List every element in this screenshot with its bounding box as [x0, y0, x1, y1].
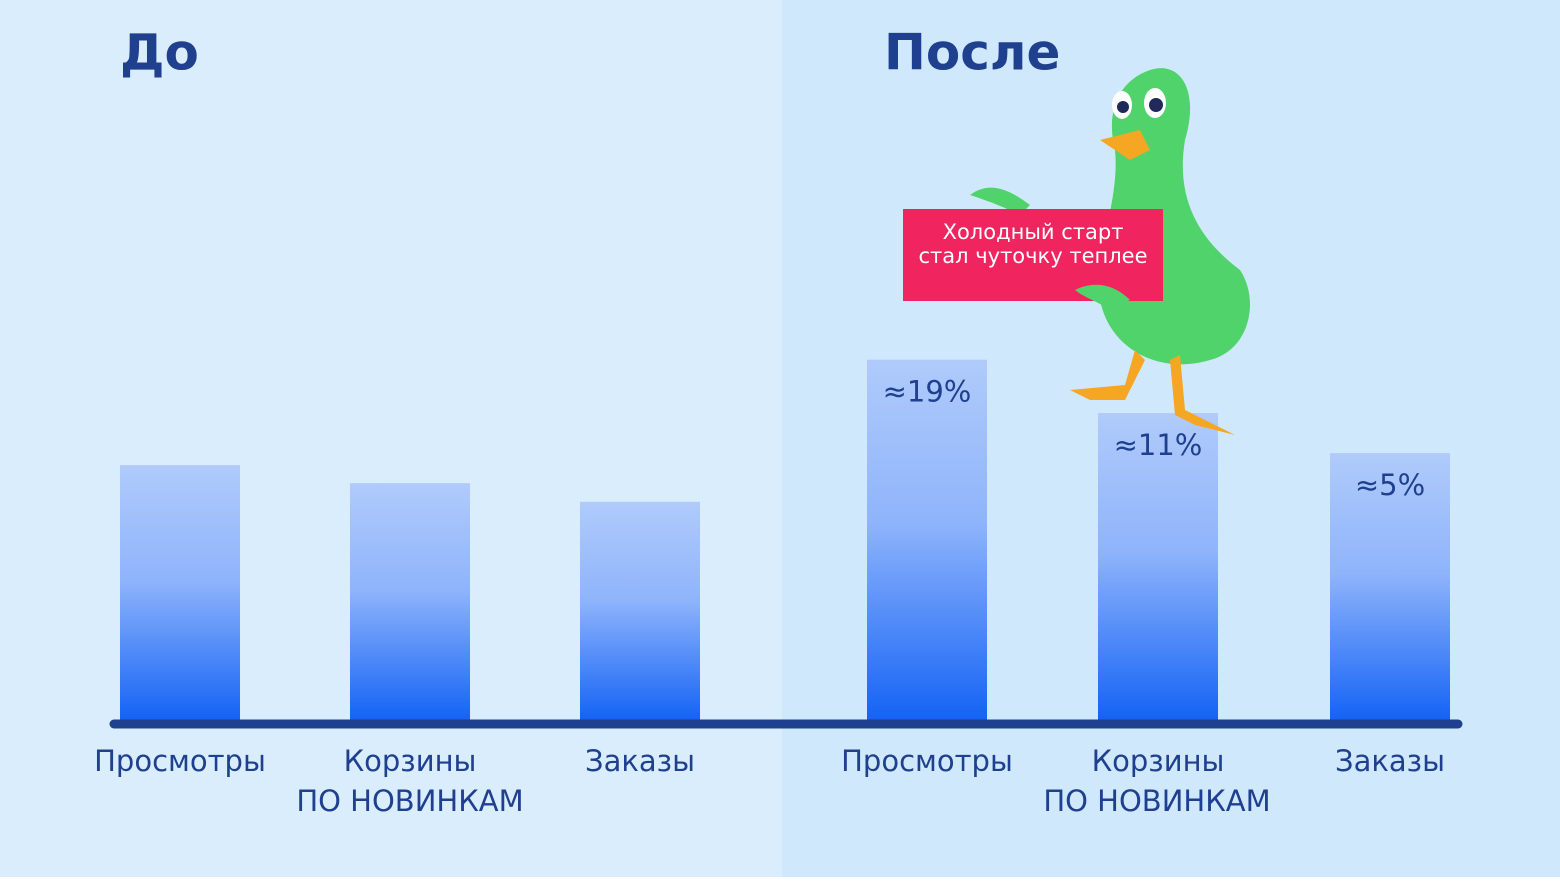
x-tick-label: Корзины — [1092, 744, 1225, 778]
bar — [867, 359, 987, 720]
annotation: Холодный старт — [943, 220, 1124, 244]
value-label: ≈11% — [1114, 428, 1203, 462]
value-label: ≈19% — [883, 375, 972, 409]
panel-title: До — [120, 24, 199, 82]
x-tick-label: Заказы — [585, 744, 695, 778]
x-axis-label: ПО НОВИНКАМ — [296, 784, 523, 818]
panel-before — [0, 0, 782, 877]
bar — [120, 465, 240, 720]
x-tick-label: Просмотры — [841, 744, 1013, 778]
bar — [580, 501, 700, 720]
bar — [1098, 413, 1218, 720]
duck-hand — [1075, 284, 1130, 310]
bar — [1330, 453, 1450, 720]
x-tick-label: Заказы — [1335, 744, 1445, 778]
annotation: стал чуточку теплее — [918, 244, 1147, 268]
bar — [350, 483, 470, 720]
annotation-box — [903, 209, 1163, 301]
value-label: ≈5% — [1355, 468, 1425, 502]
x-tick-label: Корзины — [344, 744, 477, 778]
x-axis-label: ПО НОВИНКАМ — [1043, 784, 1270, 818]
x-tick-label: Просмотры — [94, 744, 266, 778]
panel-title: После — [884, 24, 1060, 82]
